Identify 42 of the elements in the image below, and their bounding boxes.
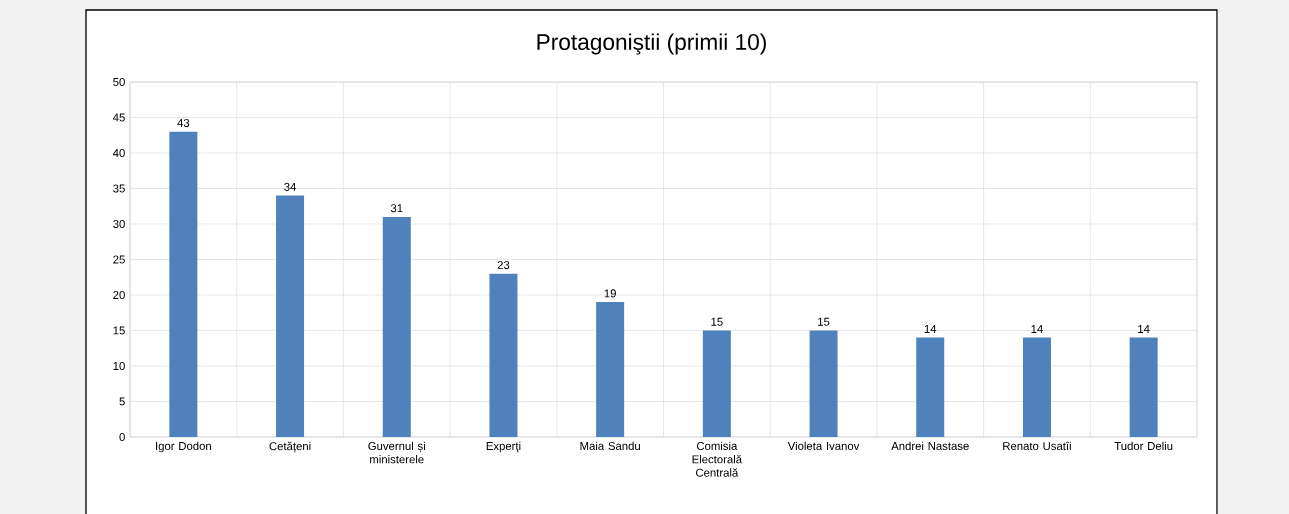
x-tick-label: Experţi <box>486 441 521 453</box>
bar <box>382 216 411 437</box>
bar <box>809 330 838 437</box>
data-label: 34 <box>284 182 297 191</box>
bar <box>489 273 518 437</box>
y-tick-label: 25 <box>113 255 125 264</box>
chart-title: Protagoniştii (primii 10) <box>537 33 766 55</box>
x-tick-label: Tudor Deliu <box>1114 441 1173 451</box>
data-label: 14 <box>1138 325 1150 333</box>
x-tick-label: Maia Sandu <box>580 441 640 451</box>
x-tick-label: Andrei Nastase <box>891 441 969 451</box>
data-label: 43 <box>177 118 190 127</box>
x-tick-label: Comisia Electorală Centrală <box>692 441 743 477</box>
y-tick-label: 15 <box>113 326 125 335</box>
bar <box>169 131 198 437</box>
x-tick-label: Renato Usatîi <box>1003 441 1071 451</box>
bar <box>1129 337 1158 437</box>
data-label: 14 <box>1031 325 1043 333</box>
bar <box>916 337 945 437</box>
y-tick-label: 50 <box>113 78 125 87</box>
y-tick-label: 20 <box>113 290 125 299</box>
x-tick-label: Igor Dodon <box>156 441 211 453</box>
x-tick-label: Guvernul și ministerele <box>368 441 425 464</box>
bar <box>1022 337 1051 437</box>
data-label: 19 <box>604 289 616 298</box>
bar <box>276 195 305 437</box>
x-tick-label: Cetățeni <box>269 441 311 453</box>
x-tick-label: Violeta Ivanov <box>787 441 860 451</box>
data-label: 15 <box>818 317 830 326</box>
data-label: 14 <box>924 325 937 333</box>
bar <box>702 330 731 437</box>
y-tick-label: 10 <box>113 361 125 370</box>
y-tick-label: 30 <box>113 219 125 228</box>
data-label: 31 <box>390 204 403 213</box>
y-tick-label: 45 <box>112 113 125 122</box>
y-tick-label: 35 <box>113 184 125 193</box>
data-label: 15 <box>711 317 723 326</box>
y-tick-label: 0 <box>119 432 125 441</box>
y-tick-label: 5 <box>119 397 125 406</box>
y-tick-label: 40 <box>112 149 125 157</box>
bar <box>596 302 625 437</box>
data-label: 23 <box>497 260 510 269</box>
